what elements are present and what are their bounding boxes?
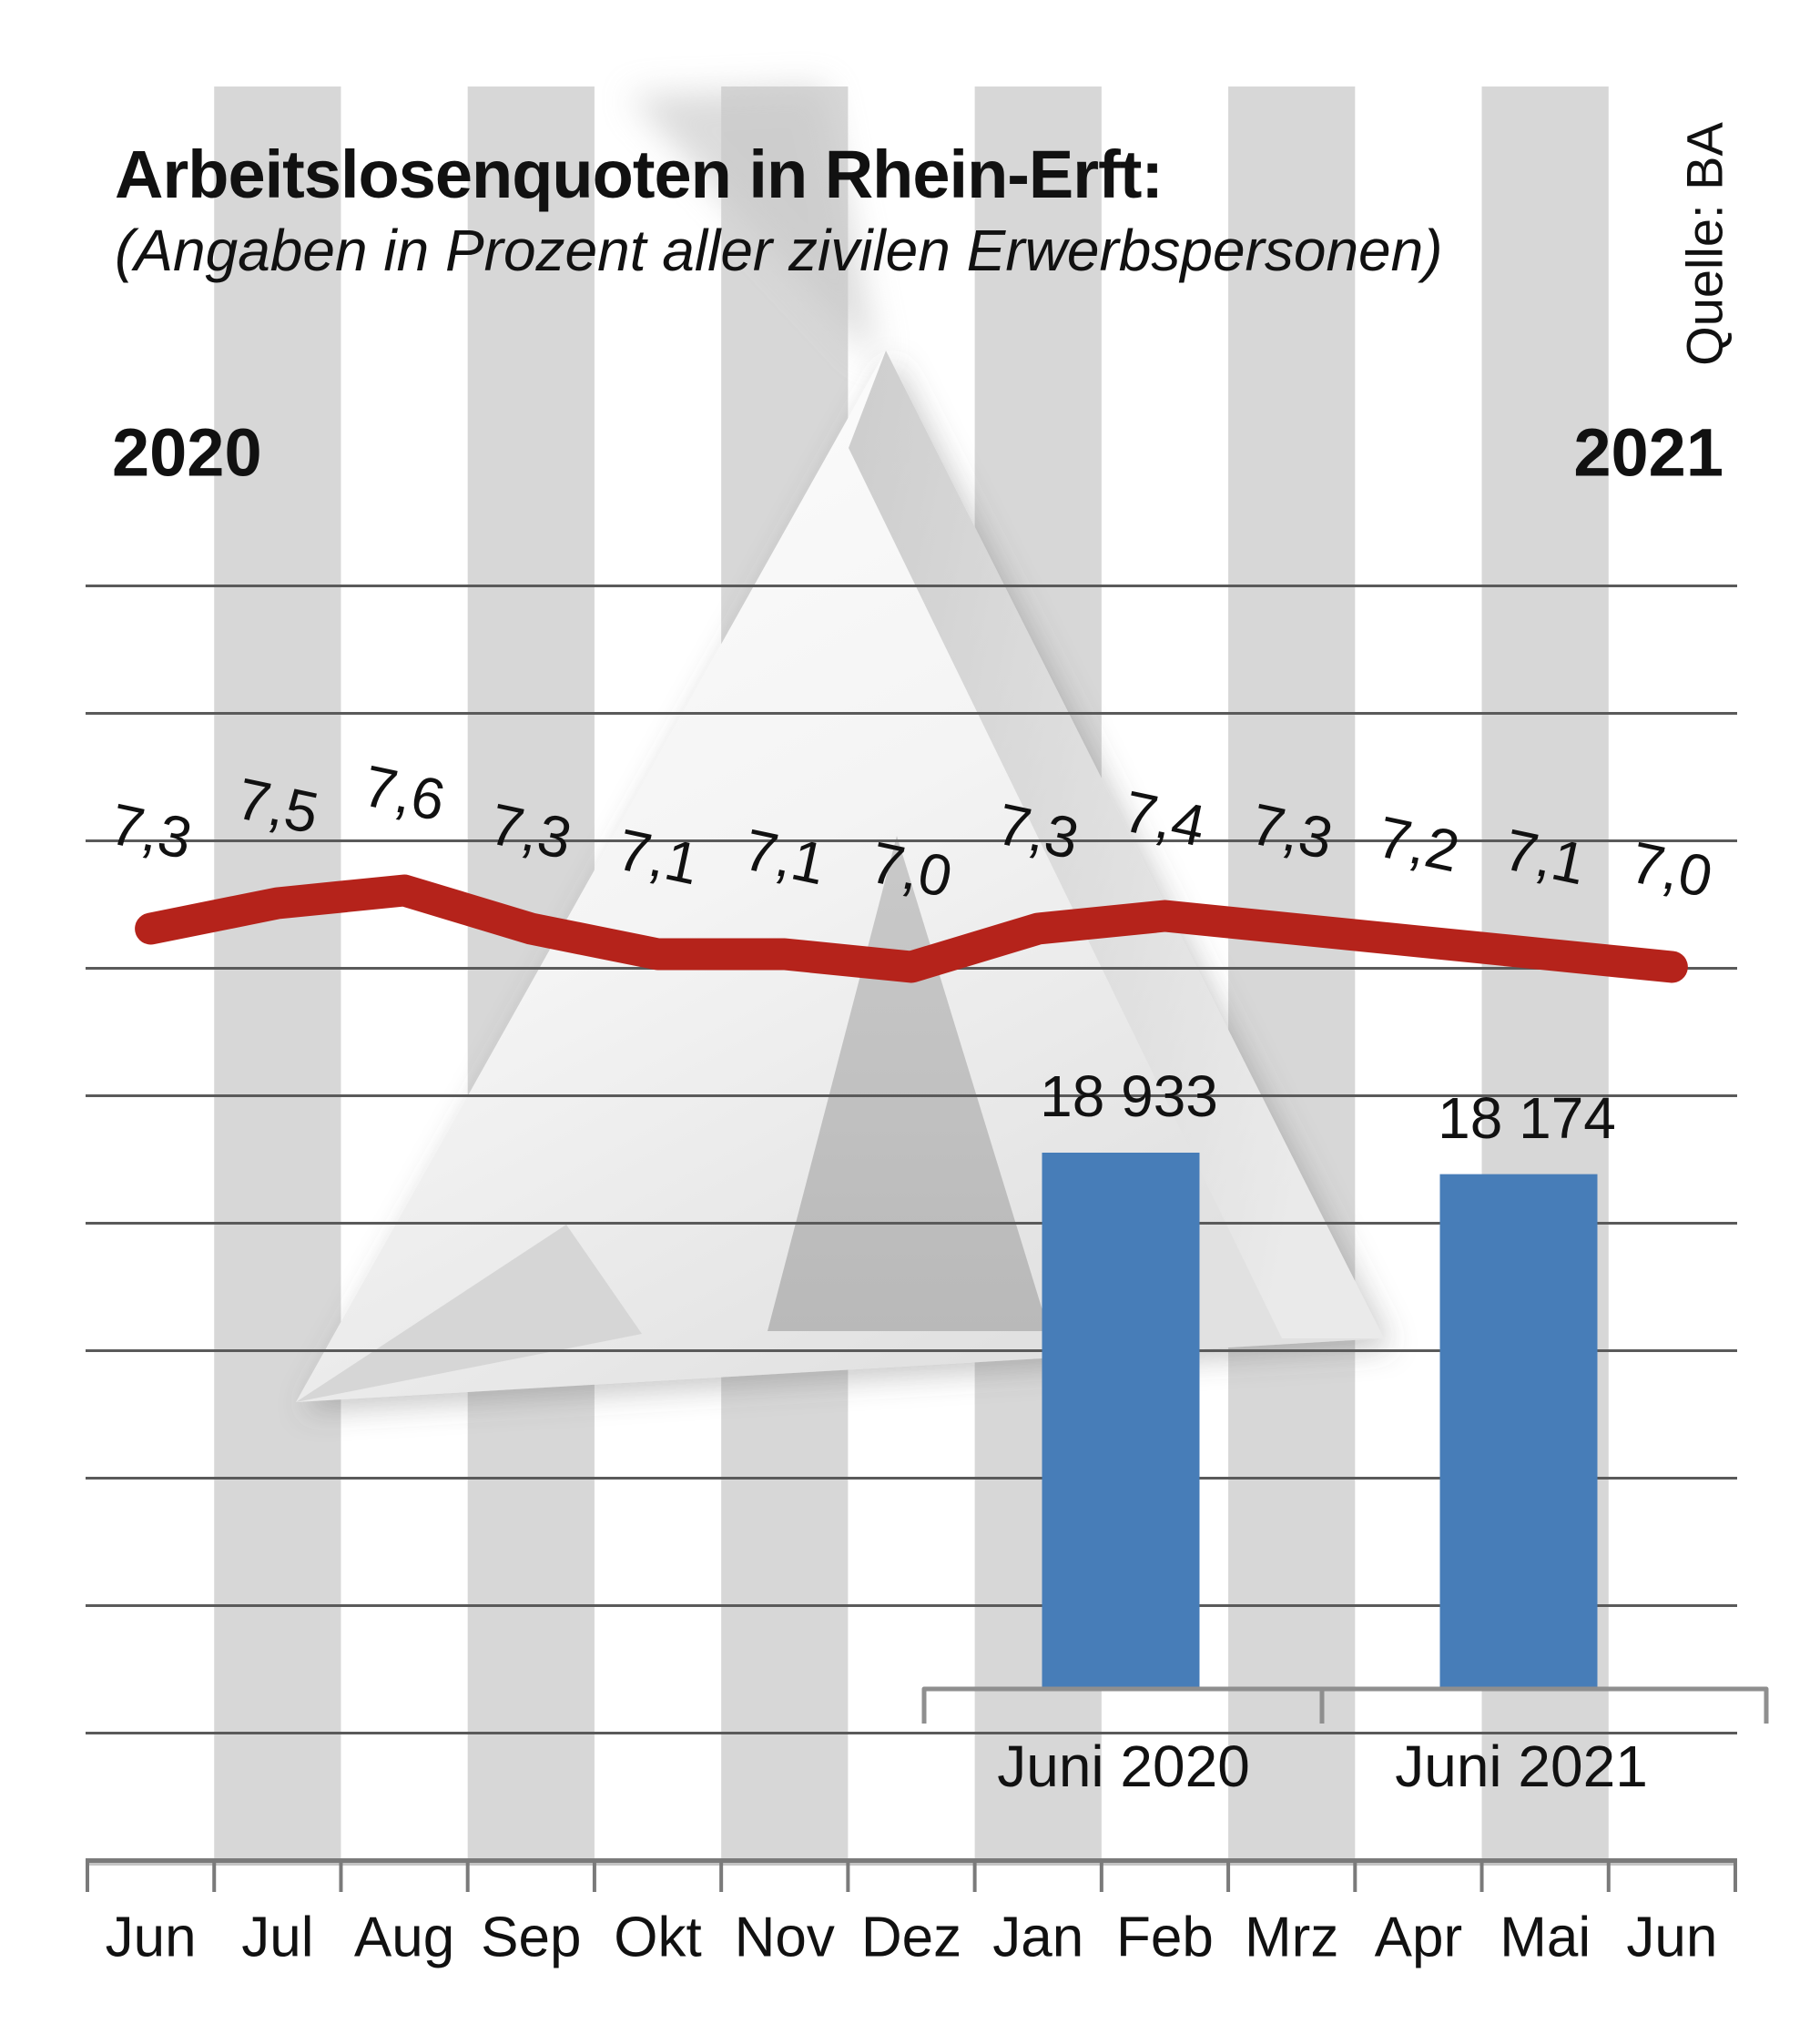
month-label: Feb — [1116, 1906, 1214, 1969]
axis-tick — [1606, 1860, 1611, 1892]
month-label: Dez — [860, 1906, 962, 1969]
bar-group-bracket — [921, 1686, 1769, 1724]
unemployed-count-bar — [1042, 1153, 1200, 1689]
gridline — [86, 1604, 1737, 1607]
axis-tick — [1353, 1860, 1357, 1892]
chart-title: Arbeitslosenquoten in Rhein-Erft: — [115, 137, 1164, 212]
gridline — [86, 1732, 1737, 1734]
axis-tick — [972, 1860, 977, 1892]
month-label: Jun — [1626, 1906, 1718, 1969]
source-label: Quelle: BA — [1675, 122, 1734, 366]
chart-subtitle: (Angaben in Prozent aller zivilen Erwerb… — [115, 218, 1443, 283]
axis-tick — [465, 1860, 470, 1892]
bar-value-label: 18 174 — [1438, 1084, 1616, 1151]
month-label: Mai — [1500, 1906, 1591, 1969]
axis-tick — [1226, 1860, 1231, 1892]
axis-tick — [846, 1860, 850, 1892]
month-label: Apr — [1374, 1906, 1463, 1969]
gridline — [86, 1477, 1737, 1480]
x-axis — [86, 1858, 1737, 1892]
axis-tick — [1734, 1860, 1737, 1892]
axis-tick — [719, 1860, 724, 1892]
gridline — [86, 839, 1737, 842]
bracket-path — [921, 1686, 1769, 1724]
unemployment-rate-line — [135, 874, 1688, 983]
month-label: Mrz — [1245, 1906, 1339, 1969]
gridline — [86, 1094, 1737, 1097]
unemployed-count-bars — [1042, 1153, 1598, 1689]
month-label: Aug — [353, 1906, 455, 1969]
year-label-2021: 2021 — [1573, 414, 1723, 491]
gridline — [86, 585, 1737, 587]
axis-tick — [339, 1860, 343, 1892]
axis-tick — [1099, 1860, 1103, 1892]
month-label: Okt — [614, 1906, 702, 1969]
background-stripe — [214, 86, 341, 1860]
gridline — [86, 1349, 1737, 1352]
ba-logo-watermark — [296, 86, 1384, 1402]
rate-line-path — [135, 874, 1688, 983]
axis-tick — [1479, 1860, 1484, 1892]
month-label: Jun — [105, 1906, 197, 1969]
gridline — [86, 712, 1737, 715]
gridline — [86, 1222, 1737, 1225]
year-label-2020: 2020 — [112, 414, 262, 491]
bar-group-label: Juni 2021 — [1395, 1734, 1648, 1799]
bar-value-label: 18 933 — [1040, 1063, 1218, 1129]
month-label: Nov — [734, 1906, 835, 1969]
month-label: Jan — [992, 1906, 1084, 1969]
axis-tick — [86, 1860, 89, 1892]
axis-tick — [212, 1860, 217, 1892]
bar-group-label: Juni 2020 — [997, 1734, 1250, 1799]
unemployed-count-bar — [1439, 1174, 1598, 1689]
axis-tick — [592, 1860, 596, 1892]
background-stripe — [1228, 86, 1356, 1860]
month-label: Sep — [481, 1906, 582, 1969]
month-label: Jul — [241, 1906, 314, 1969]
